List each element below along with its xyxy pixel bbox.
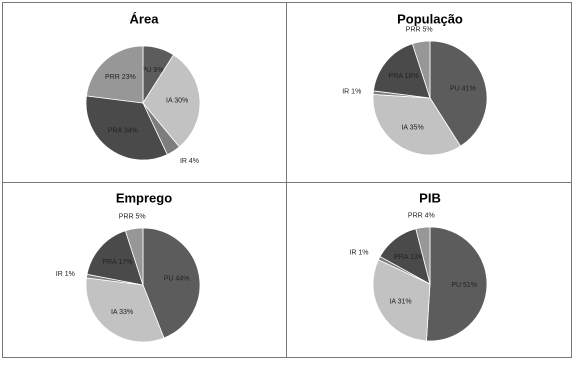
pie-slice [142,54,201,148]
pie-slice [86,230,144,286]
data-label: PU 51% [451,282,477,289]
pie-slice [411,40,431,99]
pie-slice [425,226,488,342]
data-label: IR 1% [342,88,361,95]
data-label: PRR 4% [408,212,435,219]
data-label: IR 1% [349,250,368,257]
data-label: PRR 5% [406,27,433,34]
data-label: IA 30% [166,98,188,105]
data-label: IA 33% [111,309,133,316]
data-label: PRA 17% [102,259,132,266]
data-label: PU 44% [164,275,190,282]
data-label: IR 4% [180,158,199,165]
pie-slice [124,227,144,286]
data-label: PRR 23% [105,74,136,81]
data-label: PRA 13% [394,254,424,261]
pie-slice [142,227,201,339]
pie-slice [85,95,168,161]
data-label: PRR 5% [119,214,146,221]
chart-title: Emprego [116,190,172,205]
data-label: PRA 18% [389,73,419,80]
chart-title: PIB [419,190,441,205]
data-label: IA 31% [389,298,411,305]
pie-slice [372,259,431,342]
data-label: IA 35% [401,124,423,131]
pie-slice [415,226,431,285]
chart-title: Área [130,11,160,26]
data-label: IR 1% [56,271,75,278]
pie-slice [85,277,165,343]
chart-title: População [397,11,463,26]
pie-slice [373,43,431,99]
data-label: PRA 34% [108,128,138,135]
data-label: PU 41% [450,85,476,92]
pie-slice [86,45,144,104]
pie-slice [372,93,462,156]
data-label: PU 9% [142,67,164,74]
